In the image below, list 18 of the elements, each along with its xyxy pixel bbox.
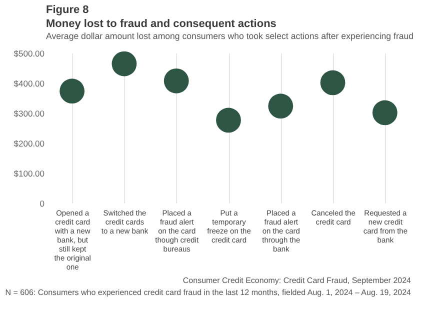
y-tick-label: $500.00 [14,48,45,58]
point [164,68,189,94]
y-tick-label: $200.00 [14,138,45,148]
chart-title: Money lost to fraud and consequent actions [46,18,276,30]
y-tick-label: $300.00 [14,108,45,118]
point [320,70,346,96]
y-tick-label: $100.00 [14,168,45,178]
point [268,94,294,119]
caption: Figure 8 [46,4,89,16]
y-tick-label: $400.00 [14,78,45,88]
text: N = 606: Consumers who experienced credit card fraud in the last 12 months, fielded Aug. 1, 2024 – Aug. 19, 2024 [5,288,412,297]
point [112,51,137,76]
text: Consumer Credit Economy: Credit Card Fraud, September 2024 [182,276,412,285]
point [60,78,85,104]
point [372,100,398,126]
y-tick-label: 0 [40,198,45,208]
point [216,108,241,133]
chart-subtitle: Average dollar amount lost among consumers who took select actions after experiencing fraud [46,31,414,42]
